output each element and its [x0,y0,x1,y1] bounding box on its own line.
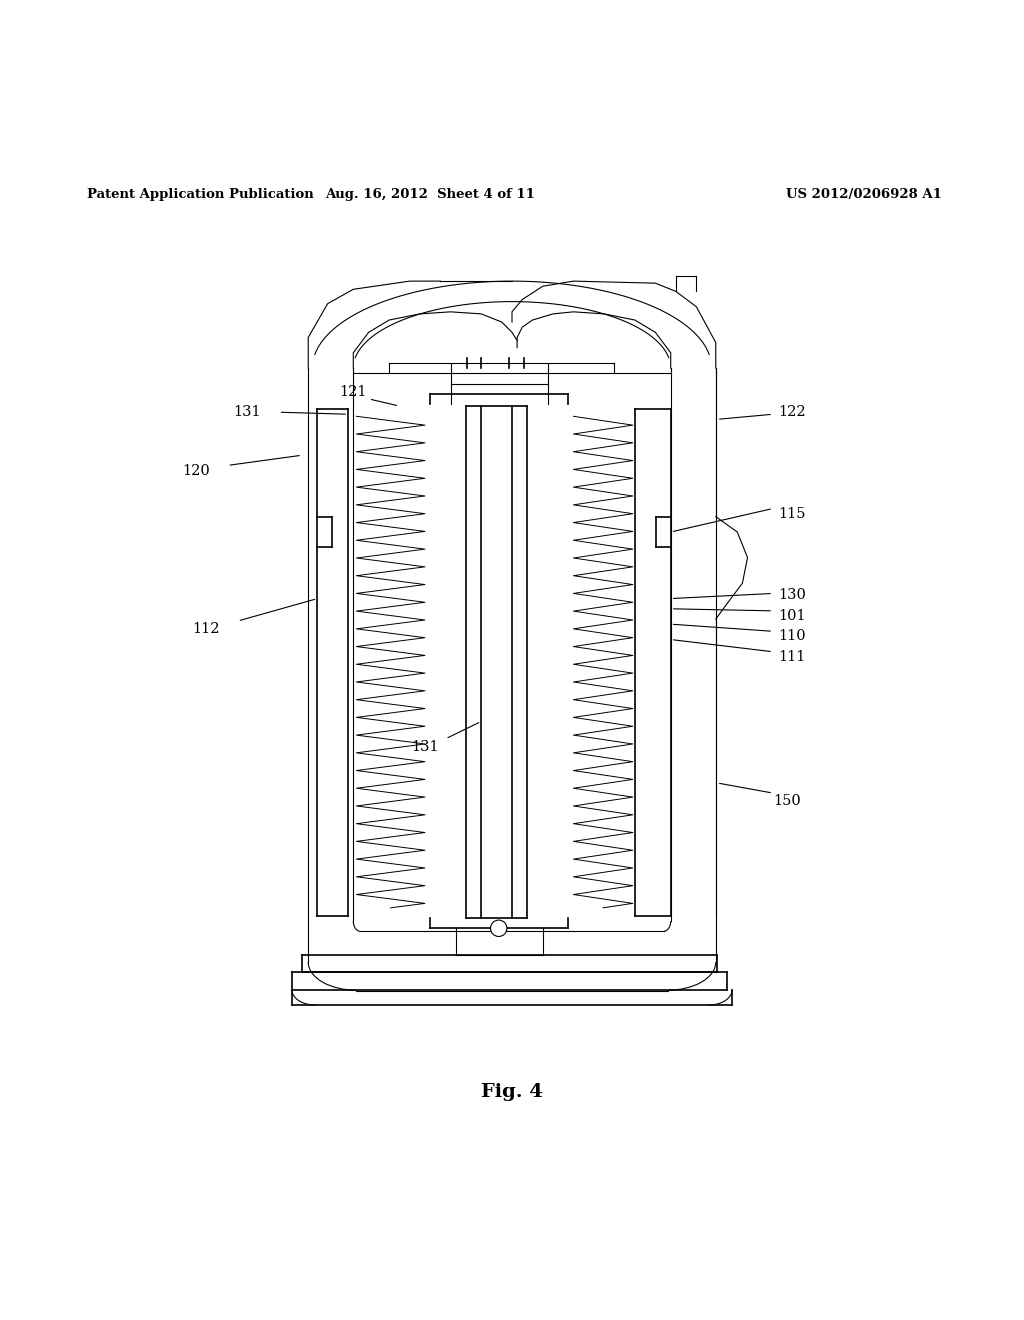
Text: 131: 131 [412,741,438,754]
Text: 101: 101 [778,609,806,623]
Text: 130: 130 [778,589,806,602]
Text: US 2012/0206928 A1: US 2012/0206928 A1 [786,187,942,201]
Text: Fig. 4: Fig. 4 [481,1084,543,1101]
Text: 110: 110 [778,630,806,643]
Text: 122: 122 [778,405,806,420]
Text: 120: 120 [182,463,210,478]
Text: 112: 112 [193,622,220,636]
Text: 115: 115 [778,507,806,520]
Circle shape [490,920,507,936]
Text: 150: 150 [773,795,801,808]
Text: 131: 131 [233,405,261,420]
Text: 111: 111 [778,649,806,664]
Text: Aug. 16, 2012  Sheet 4 of 11: Aug. 16, 2012 Sheet 4 of 11 [326,187,535,201]
Text: 121: 121 [340,384,367,399]
Text: Patent Application Publication: Patent Application Publication [87,187,313,201]
